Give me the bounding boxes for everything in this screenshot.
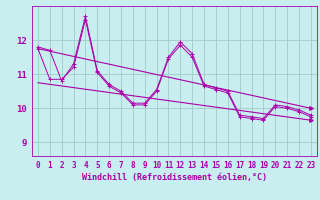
X-axis label: Windchill (Refroidissement éolien,°C): Windchill (Refroidissement éolien,°C) bbox=[82, 173, 267, 182]
